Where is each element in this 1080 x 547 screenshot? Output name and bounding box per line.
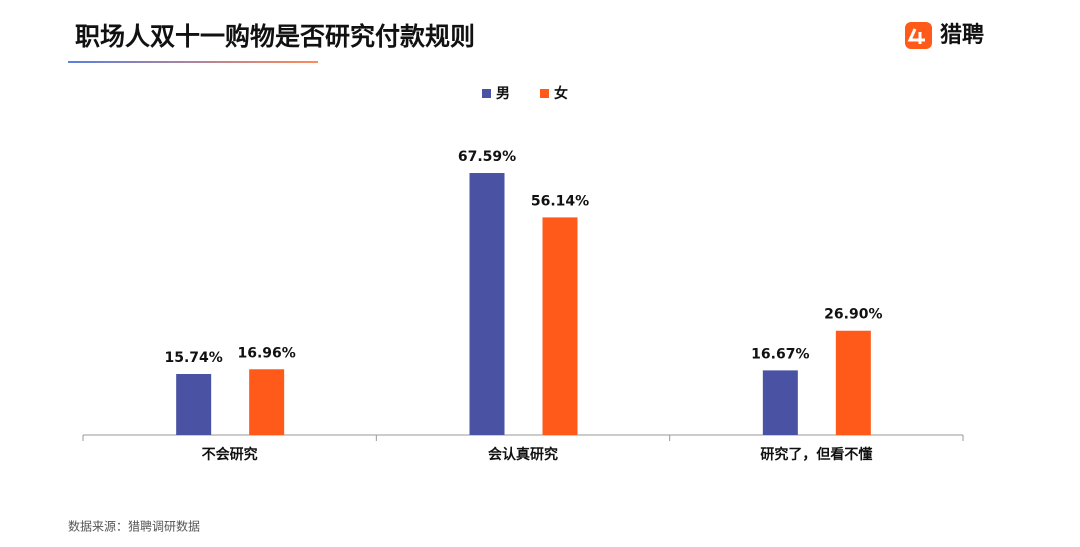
bar (469, 173, 505, 435)
x-tick-label: 研究了，但看不懂 (760, 446, 872, 463)
value-label: 67.59% (458, 149, 516, 165)
value-label: 56.14% (531, 193, 589, 209)
bar (762, 370, 798, 435)
bar (542, 217, 578, 435)
legend-label: 女 (554, 85, 568, 102)
legend-label: 男 (496, 86, 510, 102)
value-label: 16.96% (238, 345, 296, 361)
bar (835, 330, 871, 435)
legend-swatch (540, 89, 549, 98)
bar (176, 373, 212, 435)
bar (249, 369, 285, 435)
logo-text: 猎聘 (940, 23, 984, 48)
value-label: 26.90% (824, 307, 882, 323)
x-tick-label: 会认真研究 (488, 446, 558, 463)
source-note: 数据来源：猎聘调研数据 (68, 519, 200, 534)
title-underline (68, 61, 318, 63)
chart-title: 职场人双十一购物是否研究付款规则 (75, 22, 475, 51)
logo-glyph (907, 28, 925, 44)
x-tick-label: 不会研究 (202, 446, 258, 463)
value-label: 15.74% (165, 350, 223, 366)
legend-swatch (482, 89, 491, 98)
value-label: 16.67% (751, 346, 809, 362)
